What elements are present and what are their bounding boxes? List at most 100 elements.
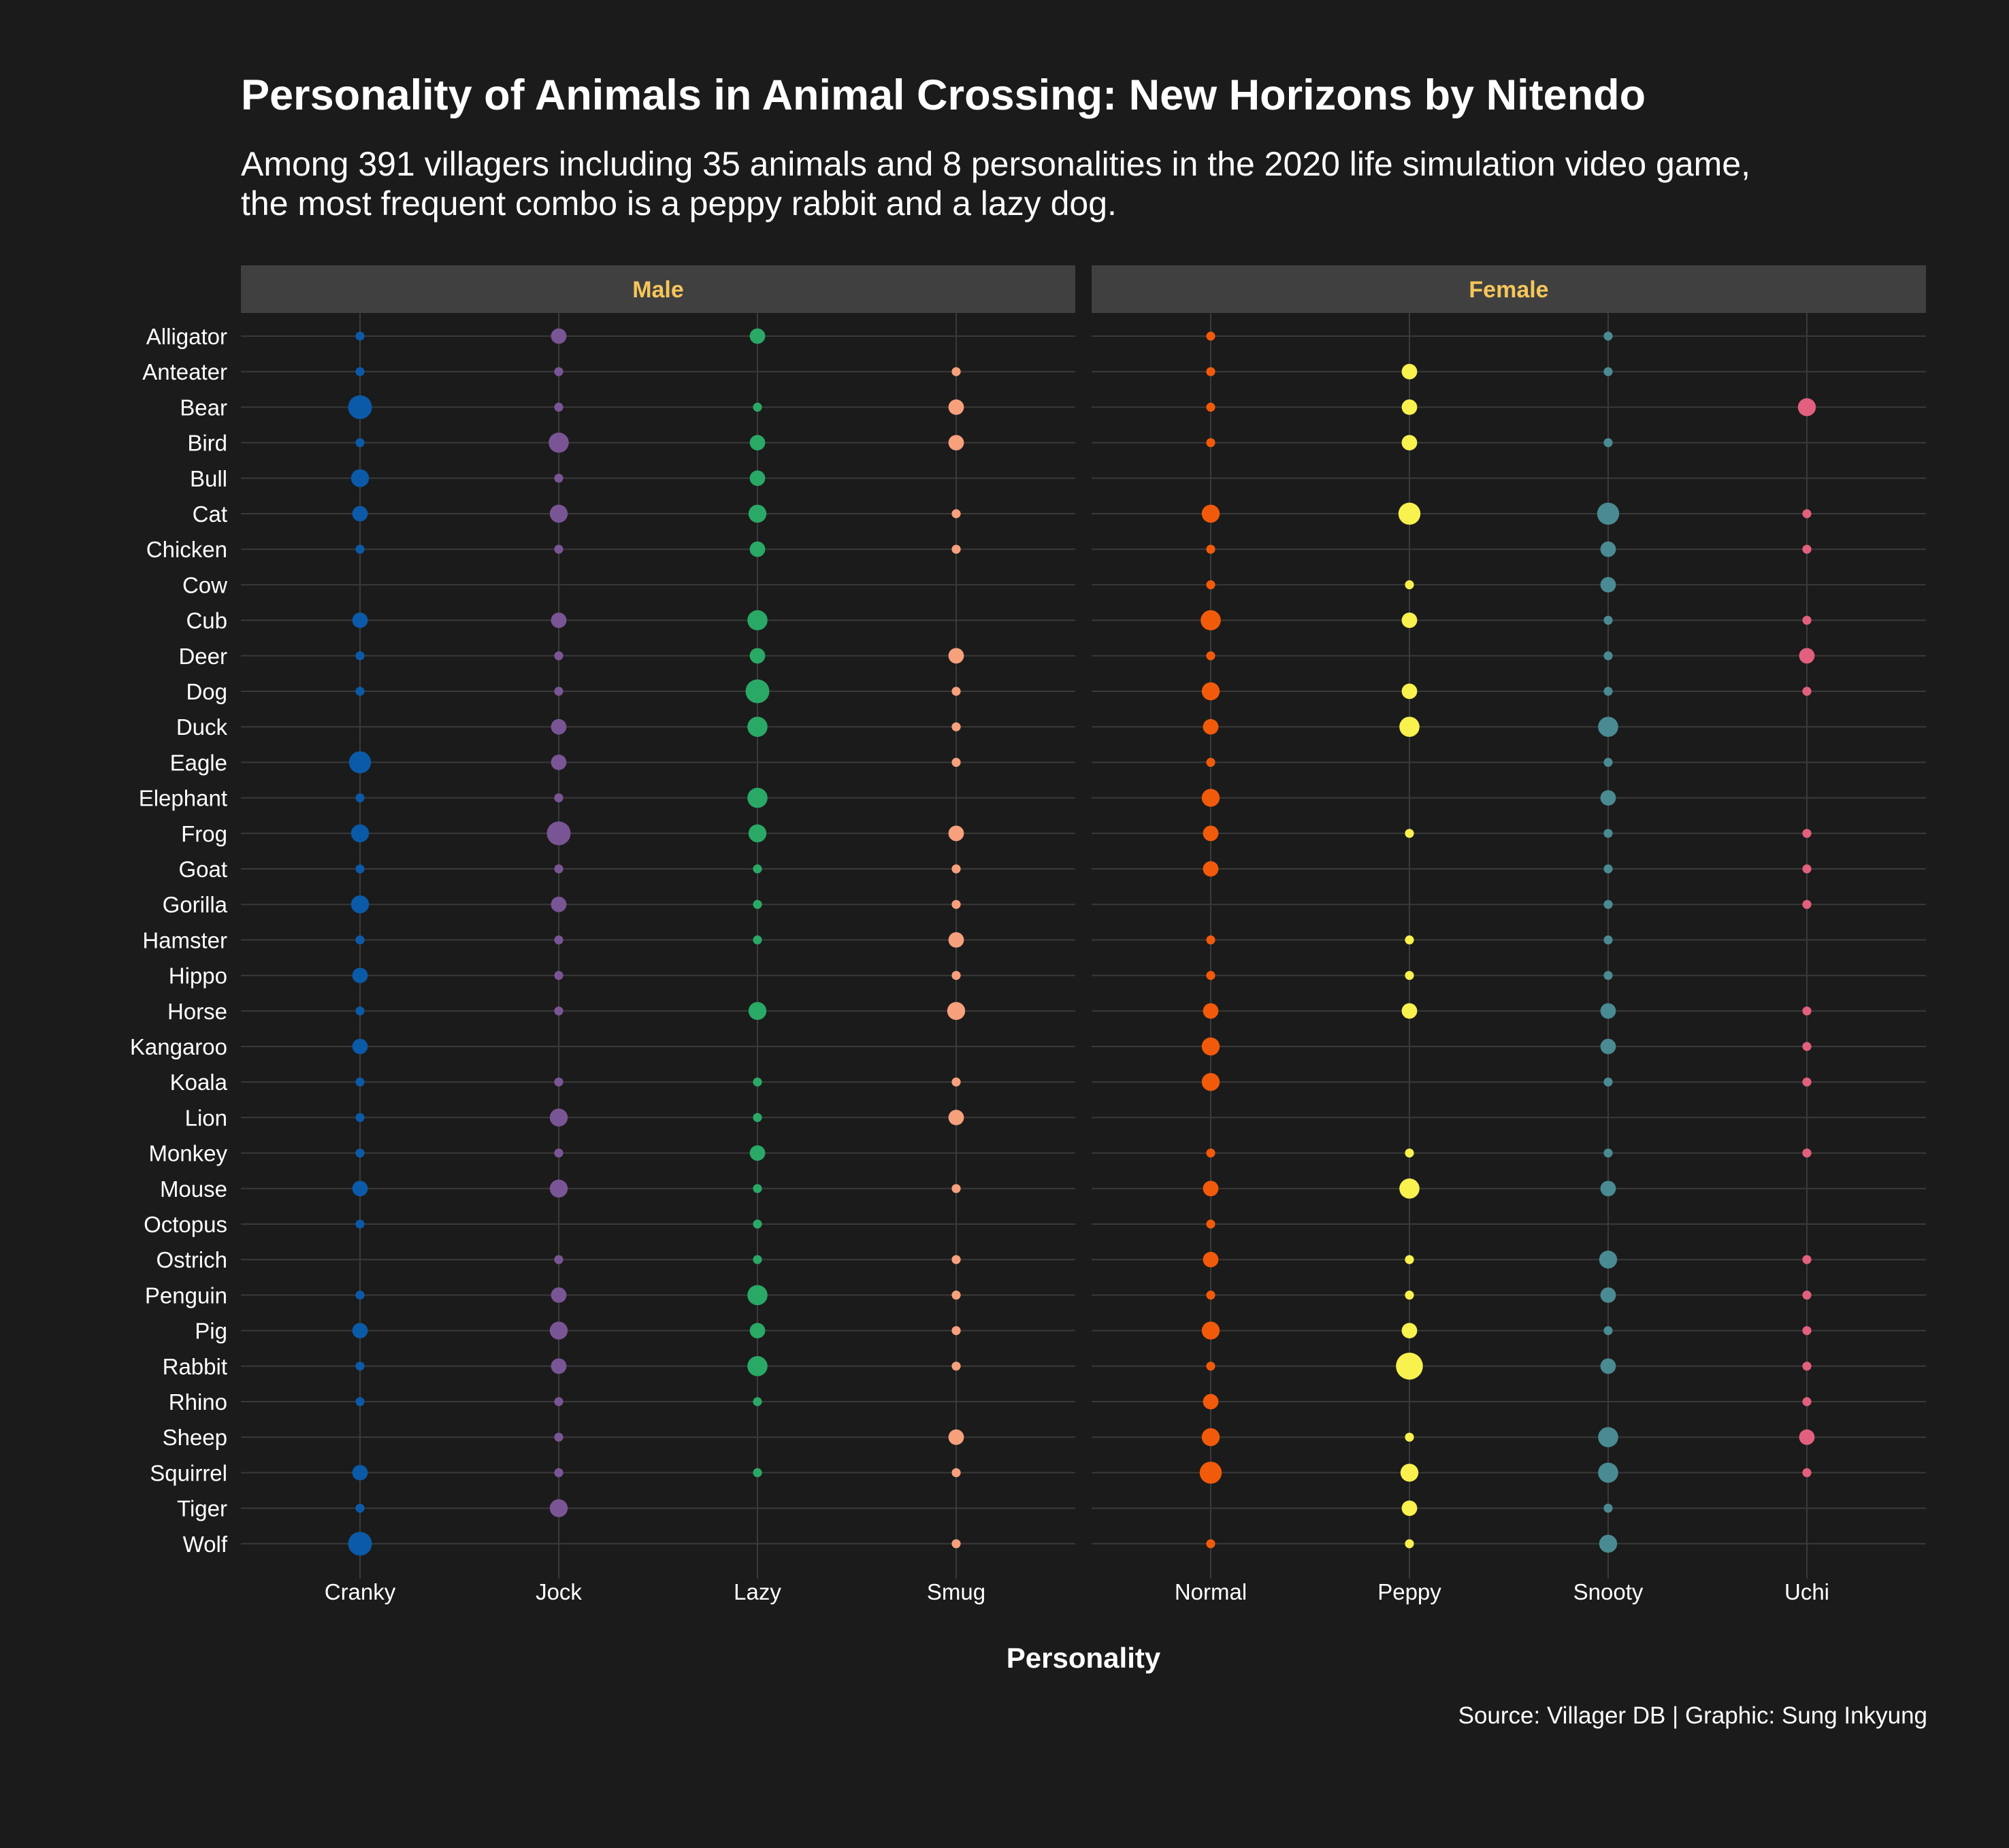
- dot-peppy-bird: [1401, 435, 1418, 450]
- dot-jock-dog: [554, 687, 564, 696]
- dot-smug-anteater: [951, 367, 961, 376]
- dot-smug-dog: [951, 687, 961, 696]
- dot-snooty-squirrel: [1598, 1462, 1618, 1483]
- dot-lazy-rabbit: [747, 1356, 768, 1376]
- dot-lazy-deer: [749, 648, 766, 664]
- y-tick-label: Elephant: [139, 786, 227, 811]
- dot-cranky-squirrel: [352, 1465, 368, 1481]
- y-tick-label: Hippo: [169, 963, 227, 989]
- dot-uchi-frog: [1802, 829, 1812, 838]
- dot-uchi-rhino: [1802, 1397, 1812, 1406]
- dot-snooty-deer: [1603, 651, 1613, 661]
- dot-snooty-pig: [1603, 1326, 1613, 1336]
- dot-jock-rabbit: [551, 1358, 567, 1374]
- dot-peppy-wolf: [1405, 1539, 1414, 1549]
- dot-peppy-cow: [1405, 580, 1414, 590]
- dot-normal-dog: [1201, 682, 1220, 701]
- dot-lazy-mouse: [753, 1184, 762, 1193]
- y-tick-label: Dog: [186, 679, 227, 704]
- dot-cranky-cub: [352, 612, 368, 628]
- dot-uchi-horse: [1802, 1006, 1812, 1016]
- x-tick-label-jock: Jock: [536, 1579, 582, 1604]
- dot-lazy-elephant: [747, 787, 768, 808]
- y-tick-label: Cat: [193, 501, 227, 527]
- dot-cranky-dog: [355, 687, 365, 696]
- dot-uchi-monkey: [1802, 1149, 1812, 1158]
- dot-snooty-bird: [1603, 438, 1613, 448]
- dot-lazy-squirrel: [753, 1468, 762, 1477]
- dot-peppy-tiger: [1401, 1500, 1418, 1517]
- dot-peppy-penguin: [1405, 1290, 1414, 1300]
- dot-jock-koala: [554, 1077, 564, 1087]
- dot-lazy-ostrich: [753, 1255, 762, 1264]
- dot-cranky-chicken: [355, 544, 365, 554]
- dot-cranky-cat: [352, 506, 368, 522]
- dot-smug-hamster: [948, 932, 964, 948]
- dot-lazy-pig: [749, 1323, 766, 1338]
- dot-lazy-bird: [749, 435, 766, 450]
- y-tick-label: Sheep: [163, 1425, 227, 1450]
- dot-lazy-gorilla: [753, 900, 762, 909]
- dot-lazy-hamster: [753, 935, 762, 944]
- dot-peppy-hamster: [1405, 935, 1414, 944]
- x-tick-label-normal: Normal: [1175, 1579, 1247, 1604]
- subtitle-line-1: Among 391 villagers including 35 animals…: [241, 145, 1750, 183]
- y-tick-label: Squirrel: [150, 1460, 227, 1485]
- dot-jock-ostrich: [554, 1255, 564, 1264]
- dot-cranky-koala: [355, 1077, 365, 1087]
- dot-jock-cat: [549, 504, 568, 523]
- dot-normal-octopus: [1206, 1219, 1215, 1229]
- dot-snooty-penguin: [1600, 1287, 1616, 1303]
- dot-jock-alligator: [551, 328, 567, 344]
- x-tick-label-peppy: Peppy: [1377, 1579, 1441, 1604]
- dot-snooty-wolf: [1599, 1534, 1618, 1553]
- dot-normal-goat: [1203, 861, 1219, 877]
- dot-smug-ostrich: [951, 1255, 961, 1264]
- dot-jock-horse: [554, 1006, 564, 1016]
- dot-normal-cow: [1206, 580, 1215, 590]
- y-tick-label: Duck: [176, 714, 228, 740]
- dot-jock-gorilla: [551, 896, 567, 912]
- y-tick-label: Chicken: [146, 537, 227, 562]
- dot-lazy-rhino: [753, 1397, 762, 1406]
- y-tick-label: Frog: [181, 821, 227, 846]
- dot-smug-koala: [951, 1077, 961, 1087]
- dot-lazy-monkey: [749, 1145, 766, 1161]
- dot-snooty-eagle: [1603, 757, 1613, 767]
- dot-jock-pig: [549, 1321, 568, 1340]
- dot-uchi-koala: [1802, 1077, 1812, 1087]
- dot-lazy-horse: [748, 1002, 767, 1021]
- dot-jock-eagle: [551, 755, 567, 770]
- dot-snooty-hamster: [1603, 935, 1613, 944]
- dot-uchi-cat: [1802, 509, 1812, 518]
- y-tick-label: Cow: [182, 572, 227, 597]
- dot-lazy-goat: [753, 864, 762, 874]
- dot-jock-chicken: [554, 544, 564, 554]
- dot-snooty-mouse: [1600, 1181, 1616, 1197]
- dot-jock-rhino: [554, 1397, 564, 1406]
- dot-snooty-sheep: [1598, 1427, 1618, 1447]
- dot-uchi-chicken: [1802, 544, 1812, 554]
- dot-normal-chicken: [1206, 544, 1215, 554]
- dot-lazy-dog: [745, 679, 770, 704]
- dot-cranky-kangaroo: [352, 1038, 368, 1055]
- dot-snooty-goat: [1603, 864, 1613, 874]
- dot-lazy-chicken: [749, 541, 766, 557]
- x-tick-label-snooty: Snooty: [1573, 1579, 1644, 1604]
- dot-jock-bull: [554, 474, 564, 483]
- dot-jock-squirrel: [554, 1468, 564, 1477]
- dot-normal-frog: [1203, 825, 1219, 842]
- y-tick-label: Eagle: [170, 750, 227, 775]
- y-tick-label: Tiger: [177, 1496, 227, 1521]
- dot-normal-alligator: [1206, 331, 1215, 341]
- dot-lazy-bull: [749, 470, 766, 486]
- dot-snooty-hippo: [1603, 971, 1613, 980]
- dot-jock-anteater: [554, 367, 564, 376]
- dot-peppy-bear: [1401, 399, 1418, 415]
- dot-lazy-cub: [747, 610, 768, 631]
- y-tick-label: Pig: [195, 1319, 227, 1344]
- dot-uchi-deer: [1799, 648, 1815, 664]
- dot-snooty-elephant: [1600, 790, 1616, 806]
- dot-normal-sheep: [1201, 1428, 1220, 1447]
